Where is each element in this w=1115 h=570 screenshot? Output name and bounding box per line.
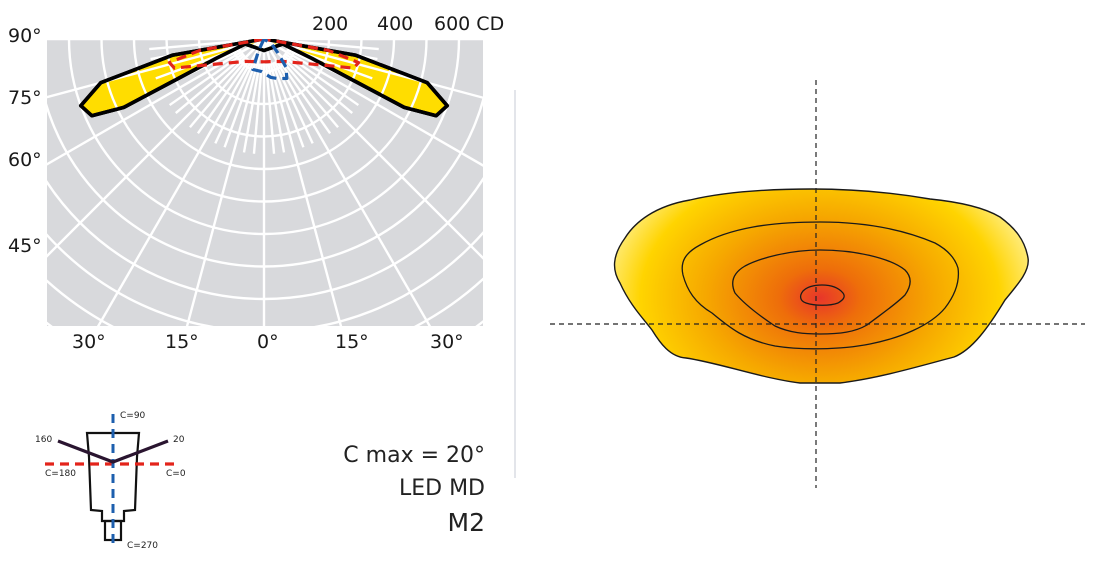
angle-label-75: 75° bbox=[8, 87, 42, 109]
grid-radial-line bbox=[263, 39, 448, 116]
cmax-label: C max = 20° bbox=[343, 443, 485, 468]
isolux-contour-2 bbox=[681, 221, 960, 350]
grid-radial-line bbox=[47, 39, 265, 258]
grid-radial-line bbox=[196, 58, 251, 135]
bottom-label-30-left: 30° bbox=[72, 331, 106, 353]
grid-radial-line bbox=[271, 62, 305, 148]
label-c0: C=0 bbox=[166, 469, 186, 479]
label-c270: C=270 bbox=[127, 541, 159, 551]
isolux-outer-contour bbox=[613, 188, 1029, 384]
bottom-label-15-left: 15° bbox=[165, 331, 199, 353]
grid-radial-line bbox=[279, 57, 339, 129]
optic-label: M2 bbox=[447, 508, 485, 537]
grid-radial-line bbox=[223, 62, 257, 148]
grid-radial-line bbox=[149, 39, 240, 51]
grid-radial-line bbox=[263, 39, 483, 260]
grid-radial-line bbox=[174, 54, 246, 114]
isolux-contour-4 bbox=[799, 284, 845, 306]
grid-radial-line bbox=[252, 63, 264, 154]
grid-radial-line bbox=[189, 57, 249, 129]
panel-separator bbox=[514, 90, 516, 478]
grid-radial-line bbox=[264, 63, 276, 154]
grid-radial-line bbox=[47, 39, 265, 166]
grid-radial-line bbox=[288, 39, 379, 51]
angle-label-60: 60° bbox=[8, 149, 42, 171]
label-c180: C=180 bbox=[45, 469, 77, 479]
light-source-label: LED MD bbox=[398, 476, 485, 501]
polar-curve-1 bbox=[167, 39, 361, 70]
grid-radial-line bbox=[96, 39, 266, 326]
polar-curve-2 bbox=[251, 39, 289, 81]
luminaire-body bbox=[85, 431, 141, 523]
label-20: 20 bbox=[173, 435, 185, 445]
polar-diagram bbox=[47, 39, 483, 326]
grid-radial-line bbox=[262, 39, 432, 326]
grid-radial-line bbox=[282, 54, 354, 114]
radial-tick-400: 400 bbox=[377, 13, 414, 35]
angle-label-90: 90° bbox=[8, 25, 42, 47]
grid-radial-line bbox=[277, 58, 332, 135]
polar-curve-outline-0 bbox=[79, 39, 449, 118]
bottom-label-30-right: 30° bbox=[430, 331, 464, 353]
luminaire-diagram bbox=[45, 414, 180, 548]
grid-radial-line bbox=[214, 61, 255, 144]
grid-radial-line bbox=[242, 63, 261, 153]
radial-tick-600: 600 CD bbox=[434, 13, 505, 35]
bottom-label-0: 0° bbox=[257, 331, 279, 353]
cmax-plane-line bbox=[57, 439, 169, 464]
grid-radial-line bbox=[262, 39, 343, 326]
angle-label-45: 45° bbox=[8, 235, 42, 257]
label-160: 160 bbox=[35, 435, 53, 445]
bottom-label-15-right: 15° bbox=[335, 331, 369, 353]
radial-tick-200: 200 bbox=[312, 13, 349, 35]
grid-radial-line bbox=[185, 39, 266, 326]
polar-grid bbox=[47, 39, 483, 326]
grid-radial-line bbox=[80, 39, 265, 116]
grid-radial-line bbox=[263, 39, 483, 167]
label-c90: C=90 bbox=[120, 411, 146, 421]
isolux-contour-3 bbox=[732, 249, 911, 335]
grid-radial-line bbox=[273, 61, 314, 144]
